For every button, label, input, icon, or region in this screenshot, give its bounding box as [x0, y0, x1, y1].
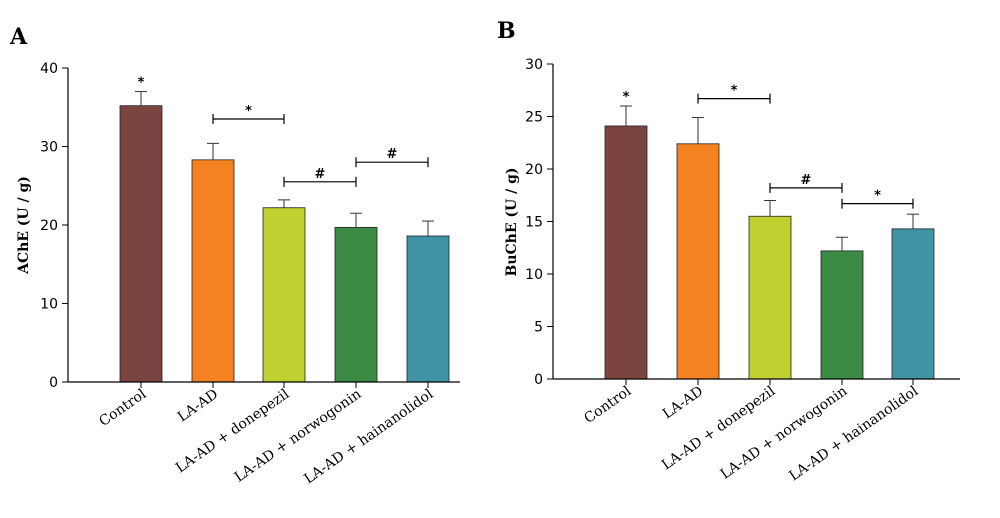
y-tick-label: 0 [49, 375, 58, 391]
significance-mark: * [623, 90, 630, 105]
chart-panel-a: A AChE (U / g) 0 10 20 30 40 * * # # Control LA-… [9, 24, 460, 487]
panel-label-b: B [497, 18, 516, 44]
x-tick-label: LA-AD + hainanolidol [301, 386, 436, 487]
y-ticks-a: 0 10 20 30 40 [40, 61, 68, 391]
x-tick-label: LA-AD + norwogonin [232, 386, 365, 485]
x-tick-label: LA-AD + hainanolidol [786, 383, 921, 484]
axes-a [67, 68, 460, 383]
bar [676, 143, 720, 380]
bar [820, 250, 864, 380]
y-axis-label-b: BuChE (U / g) [504, 168, 520, 277]
bars-b [604, 105, 935, 380]
x-tick-label: LA-AD + donepezil [173, 386, 293, 476]
comparison-label: * [731, 84, 738, 99]
y-axis-label-a: AChE (U / g) [16, 176, 32, 275]
y-tick-label: 20 [525, 162, 543, 178]
chart-panel-b: B BuChE (U / g) 0 5 10 15 20 25 30 * * # * Contro… [497, 18, 960, 484]
bar [334, 226, 378, 383]
bar [262, 207, 306, 383]
y-ticks-b: 0 5 10 15 20 25 30 [525, 57, 553, 388]
x-tick-label: Control [581, 383, 634, 427]
y-tick-label: 40 [40, 61, 58, 77]
bar [191, 159, 235, 383]
y-tick-label: 30 [525, 57, 543, 73]
comparisons-a: * * # # [138, 76, 429, 187]
y-tick-label: 10 [525, 267, 543, 283]
y-tick-label: 20 [40, 218, 58, 234]
comparison-label: * [874, 189, 881, 204]
y-tick-label: 10 [40, 297, 58, 313]
comparison-label: # [387, 147, 398, 162]
comparison-label: # [801, 173, 812, 188]
x-tick-label: LA-AD [175, 386, 221, 425]
y-tick-label: 5 [534, 320, 543, 336]
y-tick-label: 30 [40, 140, 58, 156]
x-tick-label: LA-AD [660, 383, 706, 422]
comparison-label: # [315, 167, 326, 182]
y-tick-label: 0 [534, 372, 543, 388]
bars-a [119, 91, 450, 383]
y-tick-label: 15 [525, 215, 543, 231]
bar [406, 235, 450, 383]
bar [891, 228, 935, 380]
x-tick-label: LA-AD + norwogonin [718, 383, 851, 482]
x-tick-label: Control [96, 386, 149, 430]
significance-mark: * [138, 76, 145, 91]
comparison-label: * [245, 104, 252, 119]
y-tick-label: 25 [525, 110, 543, 126]
panel-label-a: A [9, 24, 28, 50]
comparisons-b: * * # * [623, 84, 914, 209]
axes-b [552, 64, 960, 380]
bar [604, 125, 648, 380]
bar [748, 215, 792, 380]
bar [119, 105, 163, 383]
